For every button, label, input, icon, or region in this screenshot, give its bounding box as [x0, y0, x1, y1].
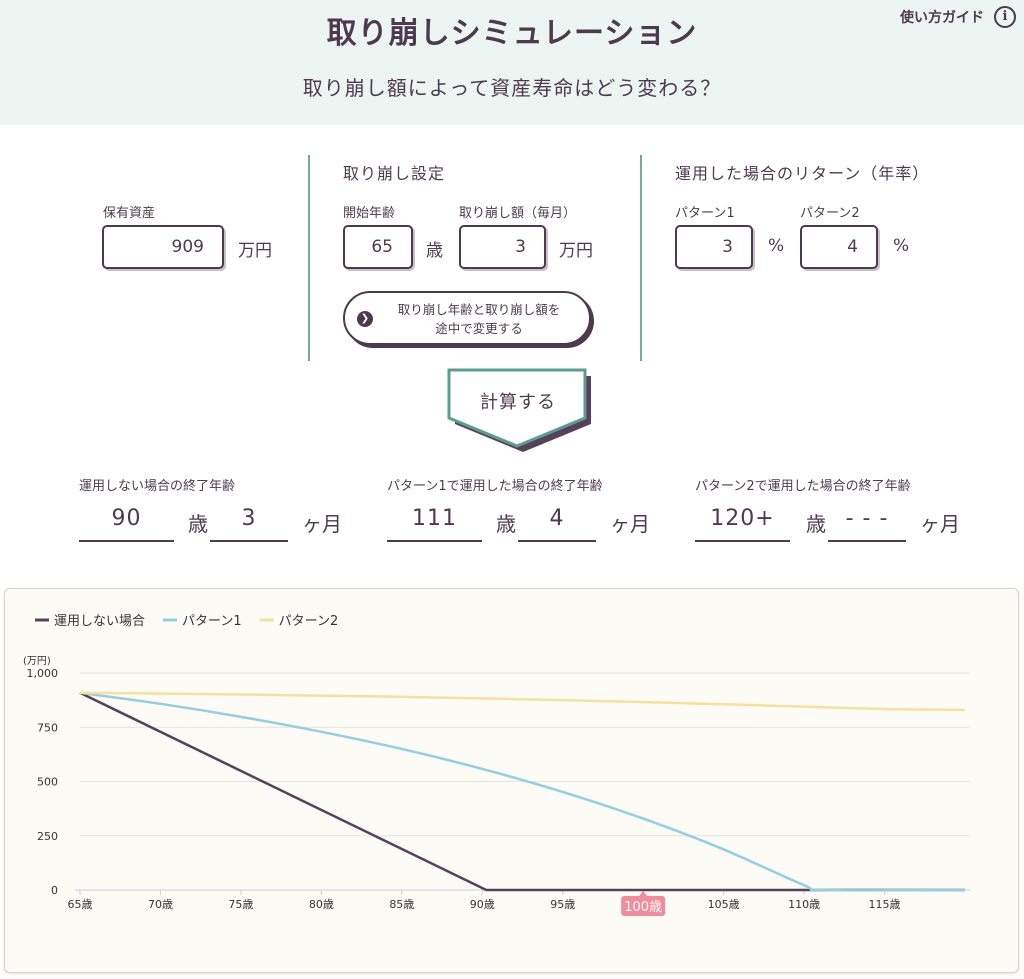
change-withdrawal-button-label: 取り崩し年齢と取り崩し額を 途中で変更する	[397, 302, 561, 336]
result-none-label: 運用しない場合の終了年齢	[79, 479, 236, 494]
header: 取り崩しシミュレーション 取り崩し額によって資産寿命はどう変わる？ 使い方ガイド…	[0, 0, 1024, 125]
pattern1-return-input[interactable]: 3	[675, 225, 753, 269]
withdrawal-section-title: 取り崩し設定	[343, 164, 446, 183]
amount-unit: 万円	[559, 241, 593, 261]
y-tick-label: 500	[37, 776, 58, 789]
page-title: 取り崩しシミュレーション	[326, 16, 698, 51]
result-none-months-unit: ヶ月	[302, 512, 342, 536]
result-none-months: 3	[210, 500, 288, 542]
result-p1-years-unit: 歳	[496, 512, 516, 536]
usage-guide-label: 使い方ガイド	[900, 10, 984, 26]
chart-card: 0 250 500 750 1,000 (万円) 65歳 70歳 75歳 80歳 85歳 90歳 95歳…	[4, 588, 1019, 973]
series-line-1	[79, 691, 965, 892]
series-line-2	[79, 691, 966, 892]
start-age-input[interactable]: 65	[343, 225, 413, 269]
result-none-years: 90	[79, 500, 174, 542]
calculate-button-shape	[447, 368, 591, 452]
change-withdrawal-button[interactable]: ❯ 取り崩し年齢と取り崩し額を 途中で変更する	[343, 291, 591, 345]
assets-label: 保有資産	[103, 206, 156, 221]
pattern1-label: パターン1	[675, 206, 735, 221]
calculate-button[interactable]: 計算する	[446, 368, 594, 452]
x-tick-label: 75歳	[228, 898, 253, 911]
divider-left	[308, 155, 310, 361]
x-tick-highlight-pointer	[639, 891, 648, 896]
start-age-label: 開始年齢	[343, 206, 396, 221]
x-tick-label: 100歳	[624, 900, 662, 915]
legend-label-2: パターン1	[182, 614, 242, 629]
result-p1-years: 111	[387, 500, 482, 542]
calculate-button-label: 計算する	[480, 392, 556, 413]
pattern1-unit: %	[768, 236, 785, 256]
usage-guide-link[interactable]: 使い方ガイド i	[900, 6, 1016, 28]
returns-section-title: 運用した場合のリターン（年率）	[675, 164, 930, 183]
result-p1-label: パターン1で運用した場合の終了年齢	[387, 479, 603, 494]
x-tick-label: 70歳	[148, 898, 173, 911]
legend-label-3: パターン2	[279, 614, 339, 629]
x-tick-highlight	[621, 896, 666, 916]
x-tick-label: 115歳	[869, 898, 901, 911]
series-line-3	[79, 691, 966, 712]
asset-chart: 0 250 500 750 1,000(万円) 65歳 70歳 75歳 80歳 85歳 90歳 95歳…	[23, 614, 970, 916]
x-tick-label: 95歳	[550, 898, 575, 911]
assets-input[interactable]: 909	[102, 225, 224, 269]
divider-right	[640, 155, 642, 361]
chevron-right-icon: ❯	[357, 311, 373, 327]
result-p1-months: 4	[518, 500, 596, 542]
x-tick-label: 110歳	[788, 898, 820, 911]
x-tick-label: 65歳	[68, 898, 93, 911]
y-tick-label: 750	[37, 721, 58, 734]
pattern2-return-input[interactable]: 4	[800, 225, 878, 269]
y-tick-label: 250	[37, 830, 58, 843]
result-p2-years: 120+	[695, 500, 790, 542]
result-p2-months: - - -	[828, 500, 906, 542]
start-age-unit: 歳	[426, 241, 443, 261]
page-subtitle: 取り崩し額によって資産寿命はどう変わる？	[302, 76, 722, 100]
y-unit-label: (万円)	[23, 656, 51, 667]
y-tick-label: 0	[51, 884, 58, 897]
info-icon[interactable]: i	[994, 6, 1016, 28]
assets-unit: 万円	[238, 241, 272, 261]
amount-label: 取り崩し額（毎月）	[459, 206, 577, 221]
result-p1-months-unit: ヶ月	[610, 512, 650, 536]
result-p2-label: パターン2で運用した場合の終了年齢	[695, 479, 911, 494]
x-tick-label: 85歳	[389, 898, 414, 911]
result-none-years-unit: 歳	[188, 512, 208, 536]
result-p2-years-unit: 歳	[806, 512, 826, 536]
amount-input[interactable]: 3	[459, 225, 546, 269]
x-tick-label: 80歳	[309, 898, 334, 911]
pattern2-label: パターン2	[800, 206, 860, 221]
pattern2-unit: %	[893, 236, 910, 256]
y-tick-label: 1,000	[27, 667, 59, 680]
x-tick-label: 105歳	[708, 898, 740, 911]
legend-label-1: 運用しない場合	[54, 614, 145, 629]
x-tick-label: 90歳	[470, 898, 495, 911]
result-p2-months-unit: ヶ月	[920, 512, 960, 536]
